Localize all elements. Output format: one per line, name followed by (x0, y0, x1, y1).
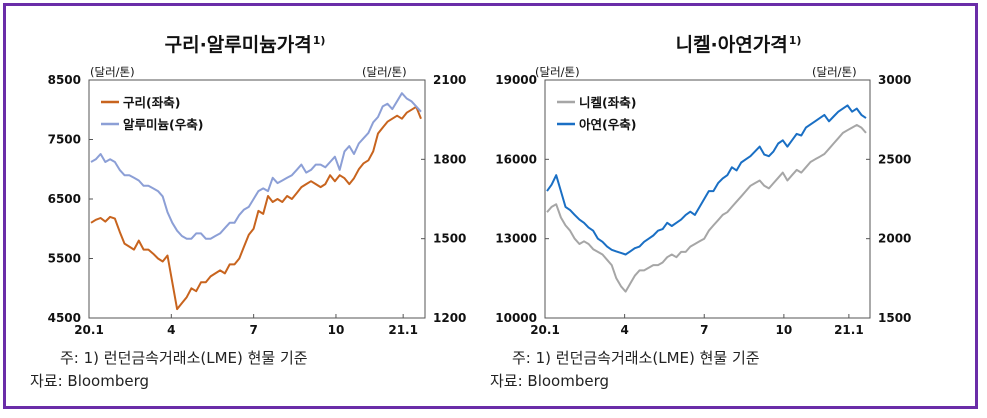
chart-panel-nickel-zinc: 니켈·아연가격1) (달러/톤) (달러/톤) 10000 13000 16000 1… (490, 0, 987, 418)
right-axis-unit: (달러/톤) (362, 65, 407, 79)
chart-panel-copper-aluminum: 구리·알루미늄가격1) (달러/톤) (달러/톤) 4500 5500 6500 75… (0, 0, 490, 418)
x-tick-label: 7 (249, 323, 257, 337)
source-text: 자료: Bloomberg (490, 372, 610, 390)
chart-title-text: 구리·알루미늄가격 (164, 34, 312, 56)
left-axis-unit: (달러/톤) (90, 65, 135, 79)
plot-area (88, 79, 426, 319)
y-right-tick-label: 2000 (878, 232, 911, 246)
chart-title-text: 니켈·아연가격 (675, 34, 788, 56)
plot-area (544, 79, 871, 319)
x-tick-label: 10 (328, 323, 345, 337)
chart-nickel-zinc: 10000 13000 16000 19000 1500 2000 2500 3000 20.1… (495, 73, 911, 337)
x-tick-label: 21.1 (834, 323, 864, 337)
y-right-tick-label: 3000 (878, 73, 911, 87)
chart-title-footnote: 1) (788, 33, 802, 47)
y-right-tick-label: 1500 (433, 232, 466, 246)
x-tick-label: 4 (620, 323, 628, 337)
series-line-2 (90, 92, 422, 240)
chart-title-footnote: 1) (312, 33, 326, 47)
y-left-tick-label: 10000 (495, 311, 537, 325)
y-right-tick-label: 1500 (878, 311, 911, 325)
y-left-tick-label: 16000 (495, 152, 537, 166)
y-left-tick-label: 7500 (48, 133, 81, 147)
series-line-1 (90, 105, 422, 311)
y-left-tick-label: 19000 (495, 73, 537, 87)
y-left-tick-label: 6500 (48, 192, 81, 206)
y-left-tick-label: 5500 (48, 252, 81, 266)
x-tick-label: 21.1 (388, 323, 418, 337)
chart-title: 구리·알루미늄가격1) (0, 30, 490, 57)
y-right-tick-label: 2500 (878, 152, 911, 166)
x-tick-label: 10 (776, 323, 793, 337)
x-tick-label: 7 (700, 323, 708, 337)
y-right-tick-label: 1200 (433, 311, 466, 325)
chart-copper-aluminum: 4500 5500 6500 7500 8500 1200 1500 1800 2100 20.1… (48, 73, 467, 337)
footnote-text: 주: 1) 런던금속거래소(LME) 현물 기준 (60, 349, 308, 367)
y-left-tick-label: 8500 (48, 73, 81, 87)
left-axis-unit: (달러/톤) (535, 65, 580, 79)
series-line-2 (546, 104, 867, 256)
footnote-text: 주: 1) 런던금속거래소(LME) 현물 기준 (512, 349, 760, 367)
y-left-tick-label: 4500 (48, 311, 81, 325)
x-tick-label: 20.1 (74, 323, 104, 337)
right-axis-unit: (달러/톤) (812, 65, 857, 79)
series-line-1 (546, 124, 867, 293)
x-tick-label: 4 (167, 323, 175, 337)
chart-title: 니켈·아연가격1) (490, 30, 987, 57)
legend-label: 니켈(좌축) (579, 95, 636, 110)
y-right-tick-label: 1800 (433, 152, 466, 166)
legend-label: 알루미늄(우축) (123, 117, 203, 132)
legend-label: 구리(좌축) (123, 95, 180, 110)
legend-label: 아연(우축) (579, 117, 636, 132)
y-left-tick-label: 13000 (495, 232, 537, 246)
x-tick-label: 20.1 (530, 323, 560, 337)
source-text: 자료: Bloomberg (30, 372, 150, 390)
y-right-tick-label: 2100 (433, 73, 466, 87)
